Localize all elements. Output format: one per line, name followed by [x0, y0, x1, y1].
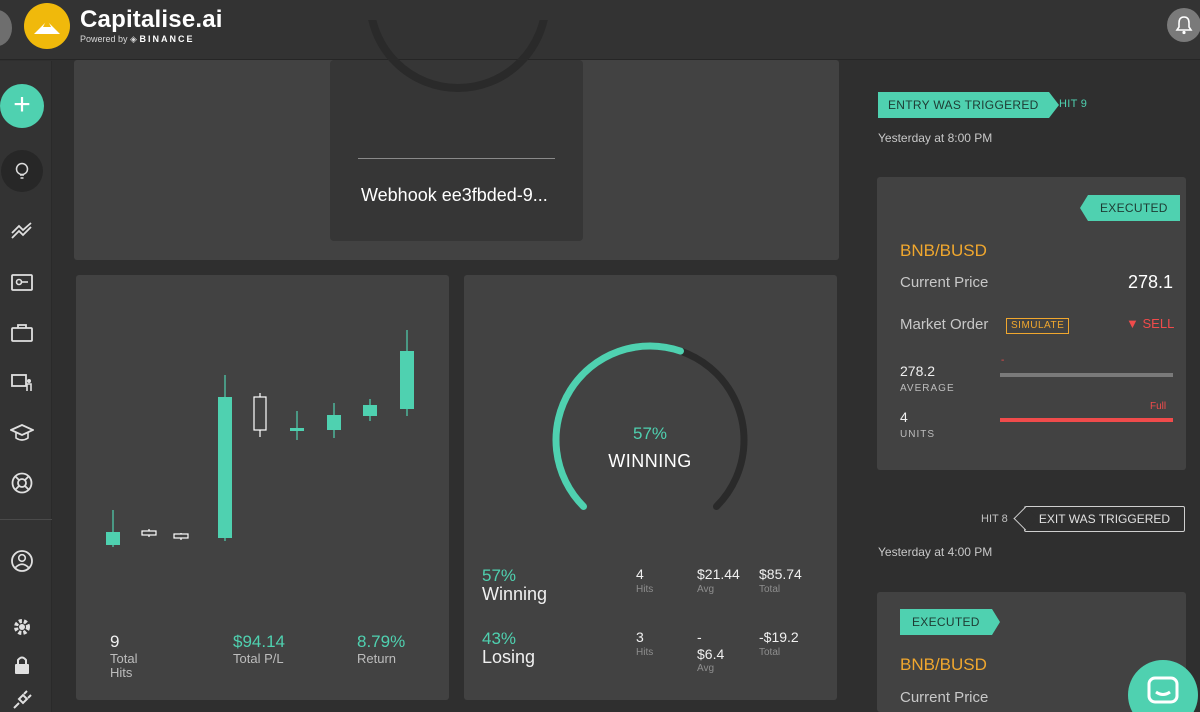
- winning-hits-label: Hits: [636, 584, 654, 595]
- order-pair-2: BNB/BUSD: [900, 655, 987, 674]
- losing-hits-label: Hits: [636, 647, 654, 658]
- gauge-label: WINNING: [608, 451, 692, 471]
- binance-diamond-icon: ◈: [130, 34, 137, 44]
- sell-side: ▼ SELL: [1126, 316, 1174, 331]
- settings-gear-icon[interactable]: [10, 615, 34, 639]
- sell-triangle-icon: ▼: [1126, 316, 1139, 331]
- current-price-label: Current Price: [900, 274, 989, 291]
- candle-body: [327, 415, 341, 430]
- candle-body: [400, 351, 414, 409]
- powered-by-label: Powered by: [80, 34, 128, 44]
- winning-avg-label: Avg: [697, 584, 715, 595]
- trending-chart-icon[interactable]: [10, 220, 34, 244]
- exit-triggered-tag: EXIT WAS TRIGGERED: [1024, 506, 1185, 532]
- executed-tag: EXECUTED: [1080, 195, 1180, 221]
- candle-body: [106, 532, 120, 545]
- return-label: Return: [357, 651, 397, 666]
- return-value: 8.79%: [357, 632, 406, 651]
- gauge-percent: 57%: [632, 424, 668, 443]
- losing-hits: 3: [636, 629, 644, 645]
- candle-body: [290, 428, 304, 431]
- gauge-fill: [552, 342, 684, 510]
- executed-tag-2: EXECUTED: [900, 609, 1000, 635]
- entry-hit-label: HIT 9: [1059, 98, 1088, 110]
- briefcase-icon[interactable]: [10, 321, 34, 345]
- capitalise-logo-icon[interactable]: [24, 3, 70, 49]
- total-hits-value: 9: [110, 632, 120, 651]
- plug-icon[interactable]: [10, 688, 34, 712]
- losing-avg-sign: -: [697, 629, 702, 645]
- winning-label: Winning: [482, 584, 548, 604]
- order-type: Market Order: [900, 316, 989, 333]
- chat-support-icon[interactable]: [1128, 660, 1198, 712]
- exit-time: Yesterday at 4:00 PM: [878, 545, 993, 559]
- performance-card: [76, 275, 449, 700]
- units-value: 4: [900, 409, 908, 425]
- losing-label: Losing: [482, 647, 536, 667]
- order-pair: BNB/BUSD: [900, 241, 987, 260]
- presenter-icon[interactable]: [10, 371, 34, 395]
- units-bar: [1000, 418, 1173, 422]
- webhook-ring: [368, 20, 548, 92]
- simulate-badge: SIMULATE: [1006, 318, 1070, 334]
- winning-hits: 4: [636, 566, 644, 582]
- entry-time: Yesterday at 8:00 PM: [878, 131, 993, 145]
- powered-by: Powered by ◈ BINANCE: [80, 34, 195, 45]
- candle-body: [173, 533, 189, 539]
- losing-total: -$19.2: [759, 629, 799, 645]
- sidebar-divider: [0, 519, 52, 520]
- sidebar: +: [0, 61, 52, 712]
- graduation-cap-icon[interactable]: [10, 421, 34, 445]
- lifebuoy-icon[interactable]: [10, 471, 34, 495]
- average-bar: [1000, 373, 1173, 377]
- top-bar: Capitalise.ai Powered by ◈ BINANCE: [0, 0, 1200, 60]
- total-pl-label: Total P/L: [233, 651, 284, 666]
- total-pl-value: $94.14: [233, 632, 285, 651]
- webhook-divider: [358, 158, 555, 159]
- losing-avg: $6.4: [697, 646, 725, 662]
- current-price-label-2: Current Price: [900, 689, 989, 706]
- webhook-title[interactable]: Webhook ee3fbded-9...: [361, 185, 548, 205]
- losing-avg-label: Avg: [697, 663, 715, 674]
- candlestick-chart: [106, 330, 414, 547]
- candle-body: [218, 397, 232, 538]
- total-hits-label-2: Hits: [110, 665, 133, 680]
- vault-icon[interactable]: [10, 271, 34, 295]
- winning-avg: $21.44: [697, 566, 740, 582]
- current-price-value: 278.1: [1127, 272, 1173, 292]
- winning-total: $85.74: [759, 566, 802, 582]
- notifications-bell-icon[interactable]: [1167, 8, 1200, 42]
- candle-body: [363, 405, 377, 416]
- average-value: 278.2: [900, 363, 936, 379]
- back-button[interactable]: [0, 10, 12, 46]
- candle-body: [253, 396, 267, 431]
- user-profile-icon[interactable]: [10, 549, 34, 573]
- total-hits-label-1: Total: [110, 651, 138, 666]
- partner-name: BINANCE: [139, 34, 195, 44]
- units-fill-label: Full: [1150, 401, 1167, 412]
- winning-percent: 57%: [482, 566, 517, 585]
- lock-icon[interactable]: [10, 653, 34, 677]
- average-marker: -: [1001, 355, 1005, 366]
- candle-body: [141, 530, 157, 536]
- losing-percent: 43%: [482, 629, 517, 648]
- brand-name: Capitalise.ai: [80, 6, 223, 33]
- win-rate-gauge: [552, 342, 748, 510]
- entry-triggered-tag: ENTRY WAS TRIGGERED: [878, 92, 1059, 118]
- lightbulb-icon[interactable]: [1, 150, 43, 192]
- add-strategy-button[interactable]: +: [0, 84, 44, 128]
- average-label: AVERAGE: [900, 383, 955, 394]
- sell-label: SELL: [1142, 316, 1175, 331]
- losing-total-label: Total: [759, 647, 781, 658]
- exit-hit-label: HIT 8: [981, 513, 1008, 525]
- units-label: UNITS: [900, 429, 935, 440]
- winning-total-label: Total: [759, 584, 781, 595]
